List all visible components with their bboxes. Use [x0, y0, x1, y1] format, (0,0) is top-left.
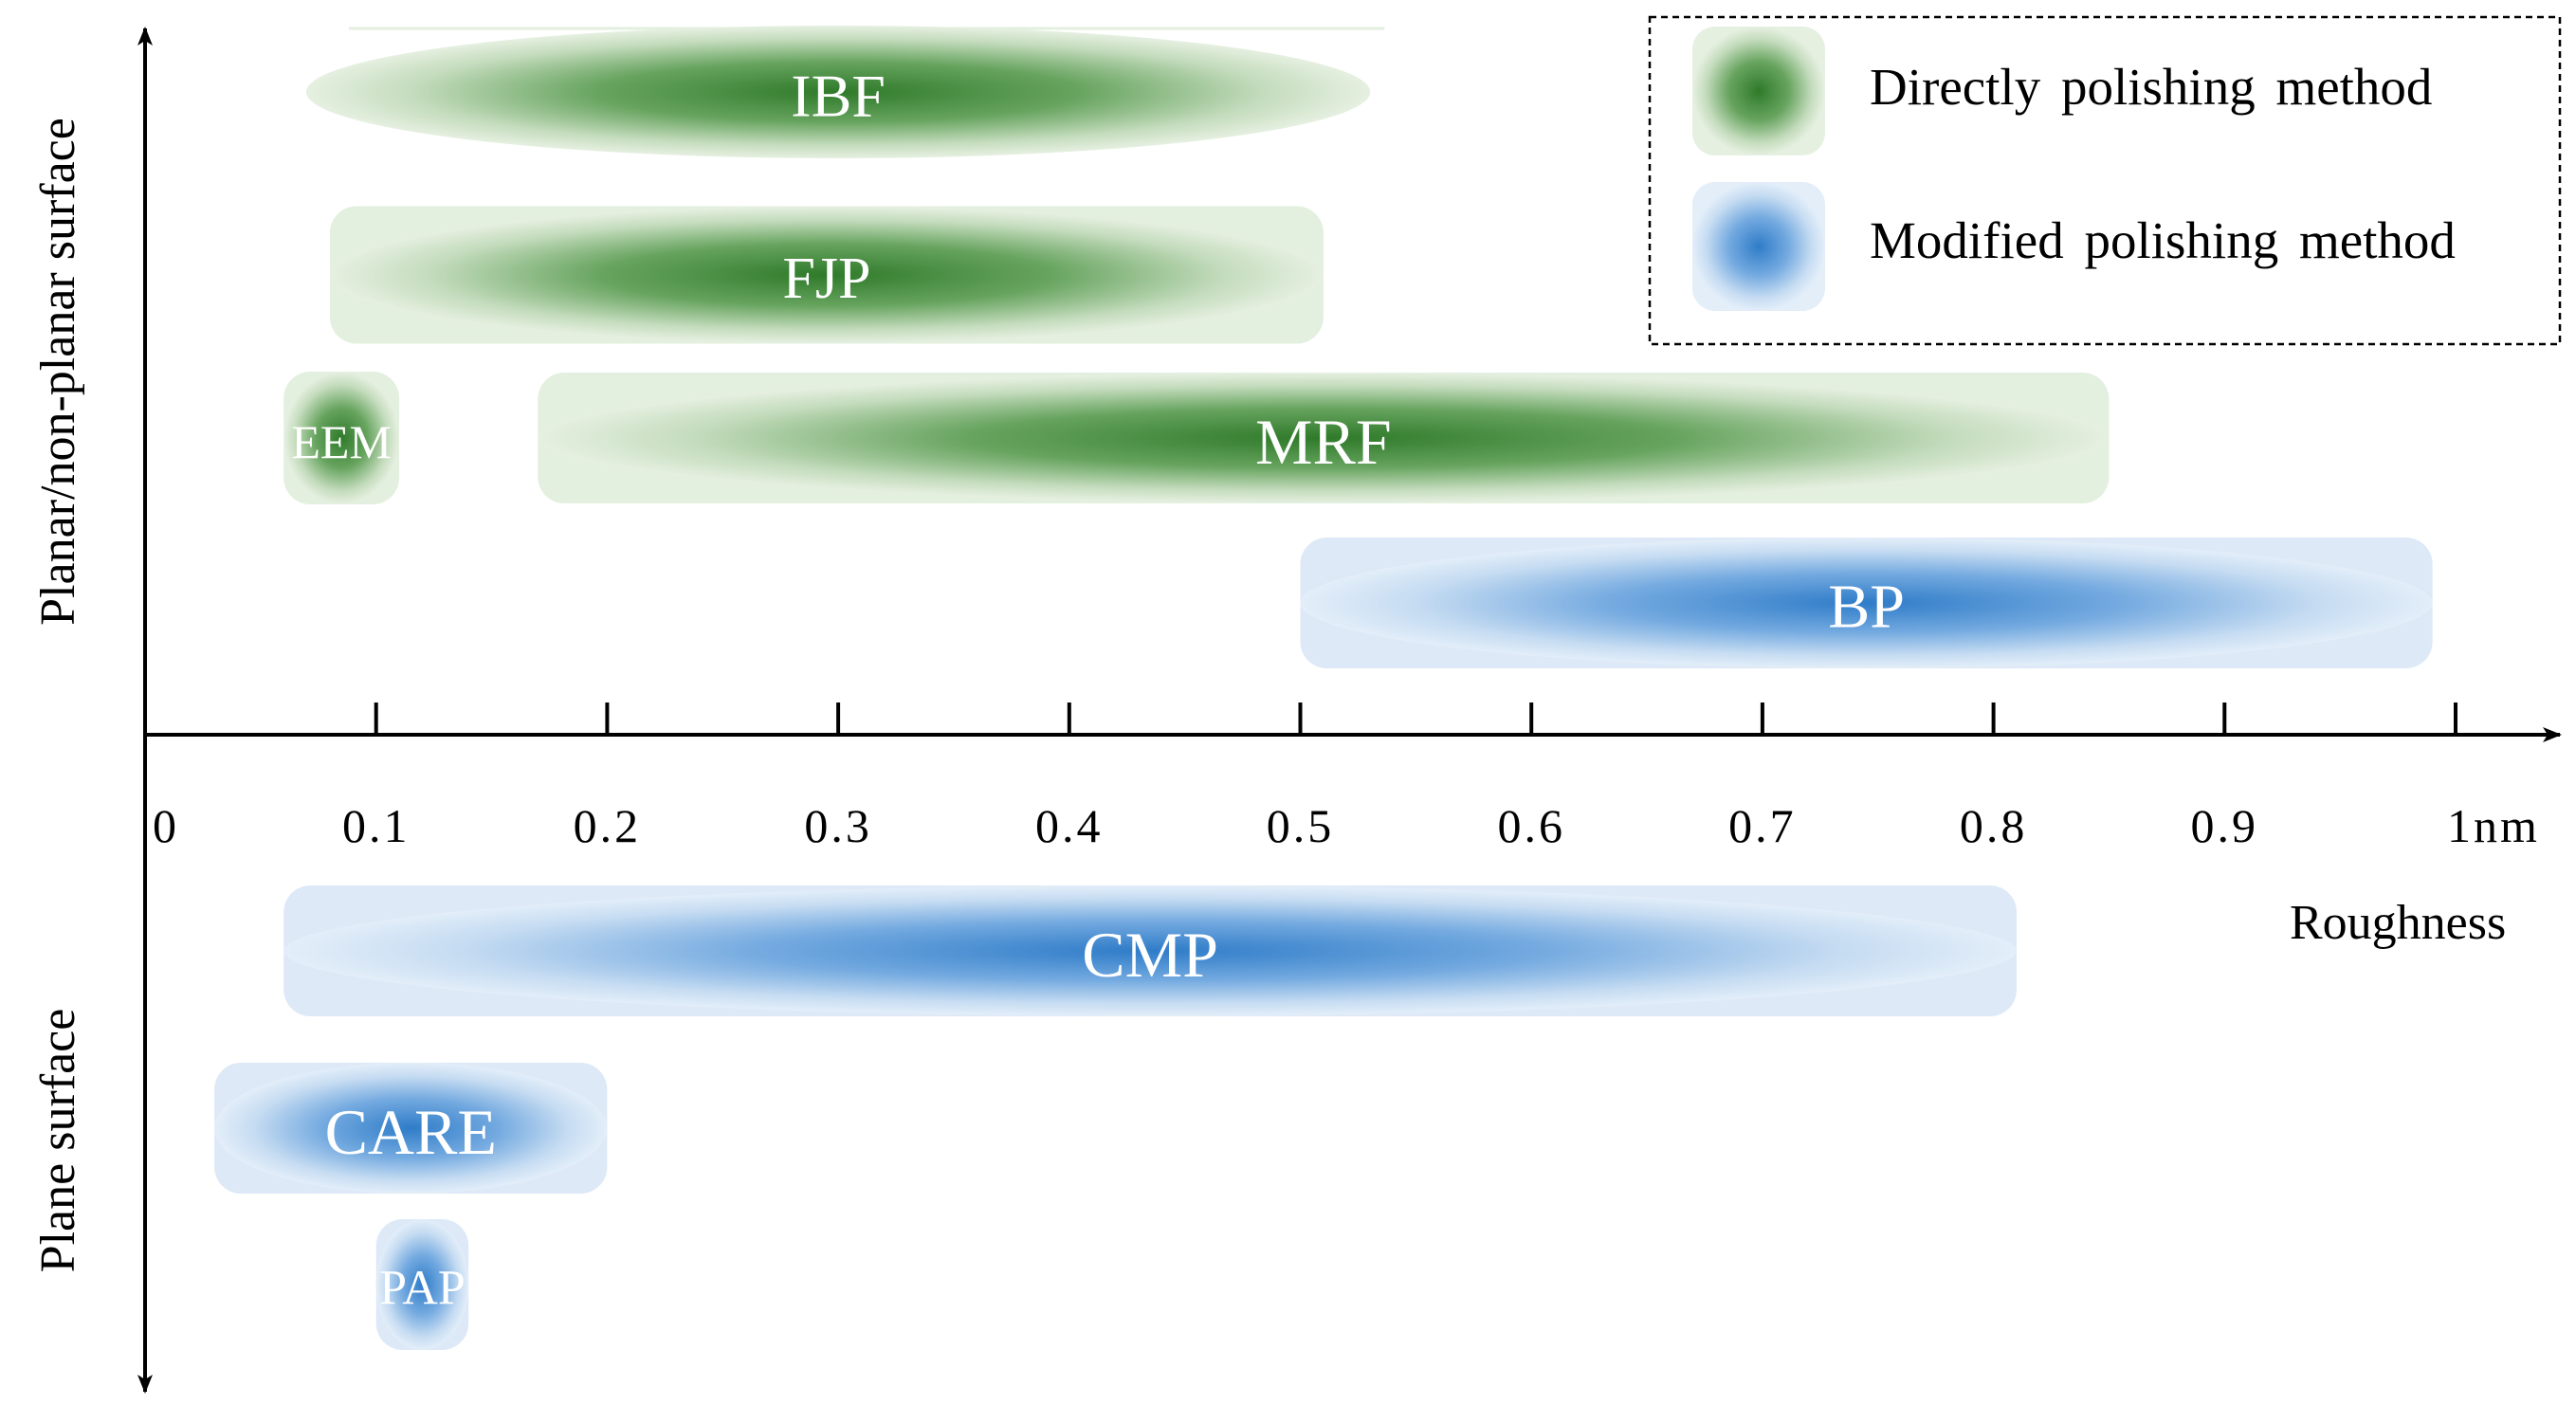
x-tick-label: 0.5 — [1267, 799, 1335, 852]
legend: Directly polishing method Modified polis… — [1648, 15, 2562, 346]
x-tick-label: 0.3 — [804, 799, 872, 852]
legend-swatch-modified — [1692, 182, 1825, 311]
range-bar-pap: PAP — [375, 1219, 469, 1350]
x-axis-ticks: 0 0.1 0.2 0.3 0.4 0.5 0.6 0.7 0.8 0.9 1nm — [153, 702, 2540, 852]
range-bar-fill — [305, 26, 1371, 158]
range-bar-fill — [214, 1063, 608, 1194]
range-bar-fill — [283, 372, 400, 504]
x-tick-label: 1nm — [2447, 799, 2540, 852]
range-bar-label: CARE — [325, 1096, 497, 1168]
range-bar-label: CMP — [1082, 919, 1218, 991]
range-bar-fill — [538, 373, 2110, 503]
legend-label-modified: Modified polishing method — [1870, 211, 2456, 269]
range-bar-label: EEM — [291, 415, 392, 468]
range-bar-fill — [1300, 538, 2433, 668]
y-group-label-plane: Plane surface — [31, 1009, 85, 1273]
x-tick-label: 0.1 — [342, 799, 411, 852]
range-bar-ibf: IBF — [305, 26, 1385, 158]
range-bar-bp: BP — [1300, 538, 2433, 668]
range-bars: IBF FJP EEM MRF BP CMP CARE PAP — [214, 26, 2433, 1350]
legend-frame — [1648, 15, 2562, 346]
range-bar-label: MRF — [1255, 406, 1392, 478]
range-bar-cmp: CMP — [283, 885, 2017, 1016]
range-bar-fill — [283, 885, 2017, 1016]
range-bar-fjp: FJP — [329, 206, 1324, 344]
range-bar-eem: EEM — [283, 372, 400, 504]
range-bar-label: BP — [1828, 573, 1905, 642]
x-tick-label: 0.2 — [574, 799, 642, 852]
range-bar-care: CARE — [214, 1063, 608, 1194]
range-bar-fill — [375, 1219, 469, 1350]
x-axis-title: Roughness — [2290, 896, 2506, 950]
x-tick-label: 0.6 — [1497, 799, 1565, 852]
x-tick-label: 0.4 — [1035, 799, 1104, 852]
x-tick-label: 0 — [153, 799, 179, 852]
range-bar-fill — [329, 206, 1324, 344]
range-bar-label: FJP — [782, 246, 870, 311]
range-bar-label: IBF — [791, 63, 886, 130]
x-tick-label: 0.7 — [1728, 799, 1797, 852]
range-bar-label: PAP — [379, 1262, 466, 1316]
legend-swatch-direct — [1692, 27, 1825, 155]
x-tick-label: 0.9 — [2191, 799, 2259, 852]
x-tick-label: 0.8 — [1960, 799, 2028, 852]
range-bar-mrf: MRF — [538, 373, 2110, 503]
legend-label-direct: Directly polishing method — [1870, 58, 2432, 116]
y-group-label-planar-nonplanar: Planar/non-planar surface — [31, 118, 85, 626]
